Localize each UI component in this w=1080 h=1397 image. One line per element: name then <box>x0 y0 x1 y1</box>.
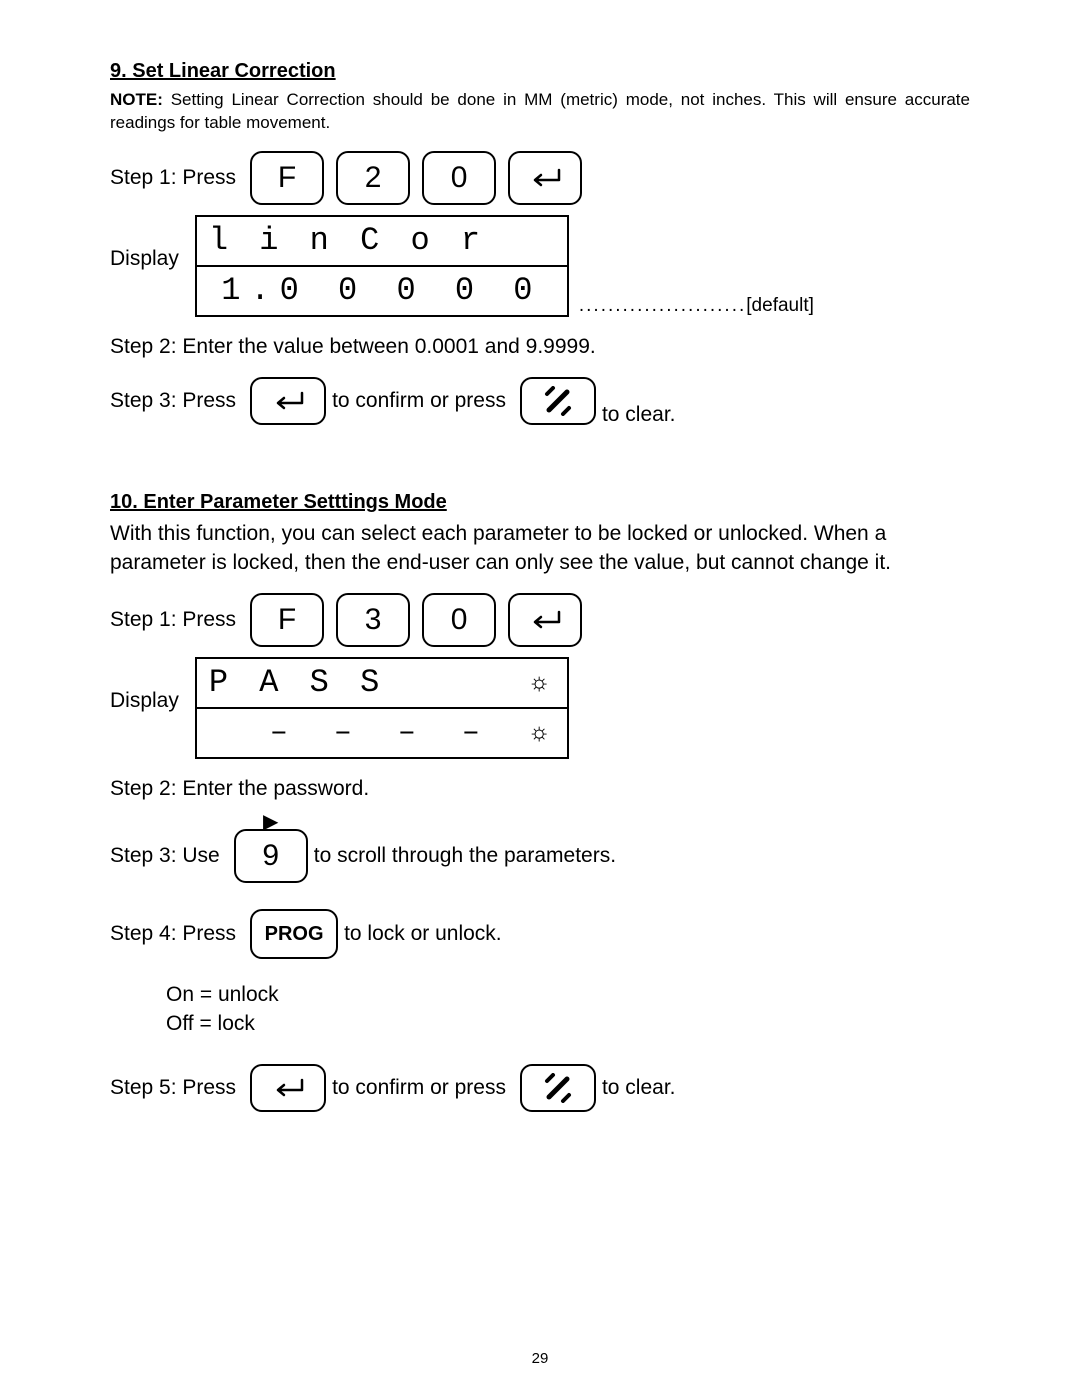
s9-display-top: l i n C o r <box>197 217 567 267</box>
section-9-note: NOTE: Setting Linear Correction should b… <box>110 89 970 135</box>
key-enter-icon <box>508 593 582 647</box>
s9-step3-a: Step 3: Press <box>110 389 236 413</box>
section-9-title: 9. Set Linear Correction <box>110 60 970 83</box>
s10-step3-b: to scroll through the parameters. <box>314 844 616 868</box>
s10-step4-row: Step 4: Press PROG to lock or unlock. <box>110 909 970 959</box>
s10-step3-row: Step 3: Use ▶ 9 to scroll through the pa… <box>110 829 970 883</box>
s10-step3-a: Step 3: Use <box>110 844 220 868</box>
s9-step1-row: Step 1: Press F 2 0 <box>110 151 970 205</box>
s10-intro: With this function, you can select each … <box>110 520 970 577</box>
s10-step1-label: Step 1: Press <box>110 608 236 632</box>
s10-step5-a: Step 5: Press <box>110 1076 236 1100</box>
s10-step5-b: to confirm or press <box>332 1076 506 1100</box>
s10-step5-c: to clear. <box>602 1076 676 1100</box>
s9-display-label: Display <box>110 247 179 271</box>
s9-step3-b: to confirm or press <box>332 389 506 413</box>
s9-display-row: Display l i n C o r 1.0 0 0 0 0 ........… <box>110 215 970 317</box>
key-enter-icon <box>250 1064 326 1112</box>
key-enter-icon <box>508 151 582 205</box>
note-label: NOTE: <box>110 90 163 109</box>
key-clear-icon <box>520 1064 596 1112</box>
sun-icon: ☼ <box>531 668 553 698</box>
key-f: F <box>250 151 324 205</box>
key-prog: PROG <box>250 909 338 959</box>
s10-display-bottom: – – – – ☼ <box>197 709 567 757</box>
s9-display: l i n C o r 1.0 0 0 0 0 <box>195 215 569 317</box>
s10-step4-b: to lock or unlock. <box>344 922 502 946</box>
s10-display-top: P A S S ☼ <box>197 659 567 709</box>
key-f: F <box>250 593 324 647</box>
s10-display: P A S S ☼ – – – – ☼ <box>195 657 569 759</box>
legend-on: On = unlock <box>166 981 970 1009</box>
key-0: 0 <box>422 151 496 205</box>
s10-step2: Step 2: Enter the password. <box>110 775 970 803</box>
note-text: Setting Linear Correction should be done… <box>110 90 970 132</box>
s10-display-row: Display P A S S ☼ – – – – ☼ <box>110 657 970 759</box>
s10-step4-a: Step 4: Press <box>110 922 236 946</box>
sun-icon: ☼ <box>531 718 553 748</box>
key-3: 3 <box>336 593 410 647</box>
default-label: [default] <box>746 295 814 317</box>
s10-step1-row: Step 1: Press F 3 0 <box>110 593 970 647</box>
key-enter-icon <box>250 377 326 425</box>
legend-off: Off = lock <box>166 1010 970 1038</box>
default-trail: .......................[default] <box>579 295 814 317</box>
s9-step3-c: to clear. <box>602 403 676 427</box>
default-dots: ....................... <box>579 295 746 317</box>
s9-step3-row: Step 3: Press to confirm or press to cle… <box>110 377 970 425</box>
s9-display-bottom: 1.0 0 0 0 0 <box>197 267 567 315</box>
s9-step2: Step 2: Enter the value between 0.0001 a… <box>110 333 970 361</box>
key-2: 2 <box>336 151 410 205</box>
s10-display-label: Display <box>110 689 179 713</box>
section-10-title: 10. Enter Parameter Setttings Mode <box>110 491 970 514</box>
arrow-right-icon: ▶ <box>263 809 278 834</box>
key-0: 0 <box>422 593 496 647</box>
key-9: ▶ 9 <box>234 829 308 883</box>
page-number: 29 <box>0 1350 1080 1367</box>
s10-step5-row: Step 5: Press to confirm or press to cle… <box>110 1064 970 1112</box>
key-clear-icon <box>520 377 596 425</box>
s9-step1-label: Step 1: Press <box>110 166 236 190</box>
